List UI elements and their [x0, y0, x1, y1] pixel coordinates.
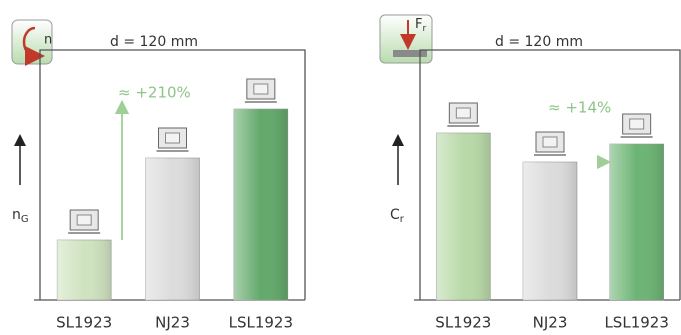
- bearing-roller: [76, 214, 92, 226]
- bar-shade: [609, 144, 664, 300]
- force-icon: Fr: [379, 14, 433, 64]
- y-axis-label: nG: [12, 207, 29, 225]
- chart-title: d = 120 mm: [495, 34, 583, 50]
- y-label-main: C: [390, 207, 400, 223]
- title-bg: [104, 34, 229, 48]
- x-tick-label: LSL1923: [229, 314, 293, 332]
- annotation: ≈ +14%: [548, 99, 611, 117]
- icon-label: n: [44, 33, 52, 48]
- bearing-roller: [253, 83, 269, 95]
- bar-shade: [436, 133, 491, 300]
- y-label-sub: G: [21, 214, 29, 225]
- title-bg: [489, 34, 614, 48]
- bearing-icon: [620, 113, 653, 138]
- icon-label-main: F: [415, 17, 422, 32]
- bearing-icon: [447, 102, 480, 127]
- bar-shade: [57, 240, 112, 300]
- y-label-sub: r: [400, 214, 405, 225]
- bearing-roller: [629, 118, 645, 130]
- bearing-icon: [244, 78, 277, 103]
- bearing-icon: [68, 209, 101, 234]
- rotation-icon: n: [11, 19, 53, 66]
- x-tick-label: LSL1923: [604, 314, 668, 332]
- bar-shade: [233, 109, 288, 300]
- icon-label: Fr: [415, 17, 426, 34]
- chart-title: d = 120 mm: [110, 34, 198, 50]
- x-tick-label: NJ23: [533, 314, 568, 332]
- y-axis-label: Cr: [390, 207, 405, 225]
- x-tick-label: NJ23: [155, 314, 190, 332]
- bearing-roller: [542, 136, 558, 148]
- bar-shade: [523, 162, 577, 300]
- bar-shade: [145, 158, 200, 300]
- bearing-roller: [455, 107, 471, 119]
- bearing-roller: [165, 132, 180, 144]
- icon-label-sub: r: [422, 24, 426, 34]
- annotation: ≈ +210%: [118, 84, 191, 102]
- y-label-main: n: [12, 207, 21, 223]
- bearing-icon: [534, 131, 566, 156]
- x-tick-label: SL1923: [56, 314, 112, 332]
- bearing-icon: [156, 127, 189, 152]
- x-tick-label: SL1923: [435, 314, 491, 332]
